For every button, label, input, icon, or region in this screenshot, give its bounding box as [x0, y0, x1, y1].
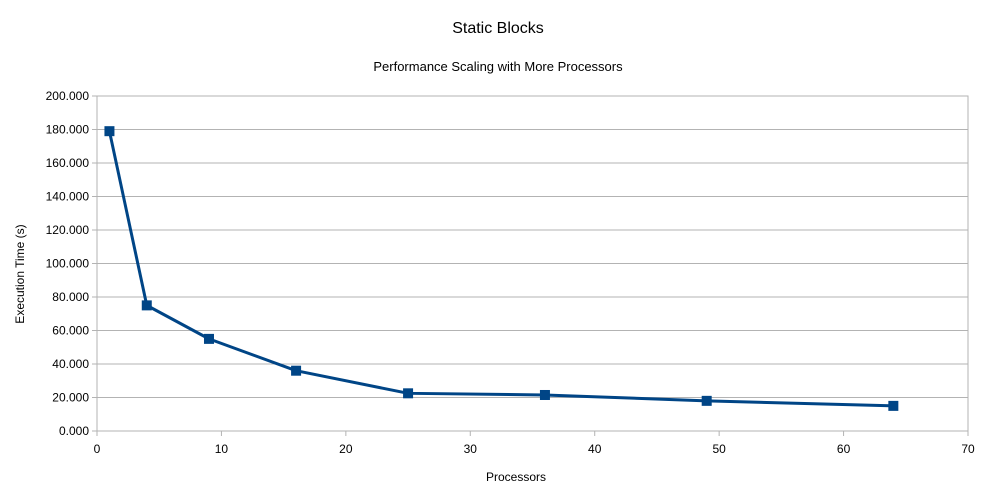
chart-title: Static Blocks [452, 20, 544, 37]
data-point-marker [291, 365, 302, 376]
grid-lines [97, 95, 968, 432]
y-tick-label: 100.000 [46, 257, 90, 271]
x-tick-label: 70 [961, 442, 975, 456]
x-axis-ticks: 0 10 20 30 40 50 60 70 [94, 431, 975, 456]
data-point-marker [203, 333, 214, 344]
data-point-marker [403, 388, 414, 399]
y-tick-label: 40.000 [52, 357, 89, 371]
y-tick-label: 60.000 [52, 324, 89, 338]
y-tick-label: 200.000 [46, 89, 90, 103]
y-tick-label: 180.000 [46, 123, 90, 137]
data-point-marker [888, 400, 899, 411]
x-tick-label: 20 [339, 442, 353, 456]
data-point-marker [539, 389, 550, 400]
y-tick-label: 160.000 [46, 156, 90, 170]
y-tick-label: 20.000 [52, 391, 89, 405]
series-group [104, 126, 899, 411]
x-tick-label: 60 [837, 442, 851, 456]
x-tick-label: 10 [215, 442, 229, 456]
data-point-marker [141, 300, 152, 311]
x-axis-label: Processors [486, 470, 546, 484]
data-point-marker [104, 126, 115, 137]
y-axis-label: Execution Time (s) [13, 224, 27, 323]
y-tick-label: 140.000 [46, 190, 90, 204]
y-tick-label: 80.000 [52, 290, 89, 304]
y-tick-label: 0.000 [59, 424, 89, 438]
series-line [107, 130, 894, 408]
x-tick-label: 40 [588, 442, 602, 456]
x-tick-label: 0 [94, 442, 101, 456]
y-axis-ticks: 0.000 20.000 40.000 60.000 80.000 100.000 120.… [46, 89, 97, 438]
x-tick-label: 30 [464, 442, 478, 456]
chart-subtitle: Performance Scaling with More Processors [373, 59, 623, 74]
data-point-marker [701, 395, 712, 406]
x-tick-label: 50 [712, 442, 726, 456]
y-tick-label: 120.000 [46, 223, 90, 237]
